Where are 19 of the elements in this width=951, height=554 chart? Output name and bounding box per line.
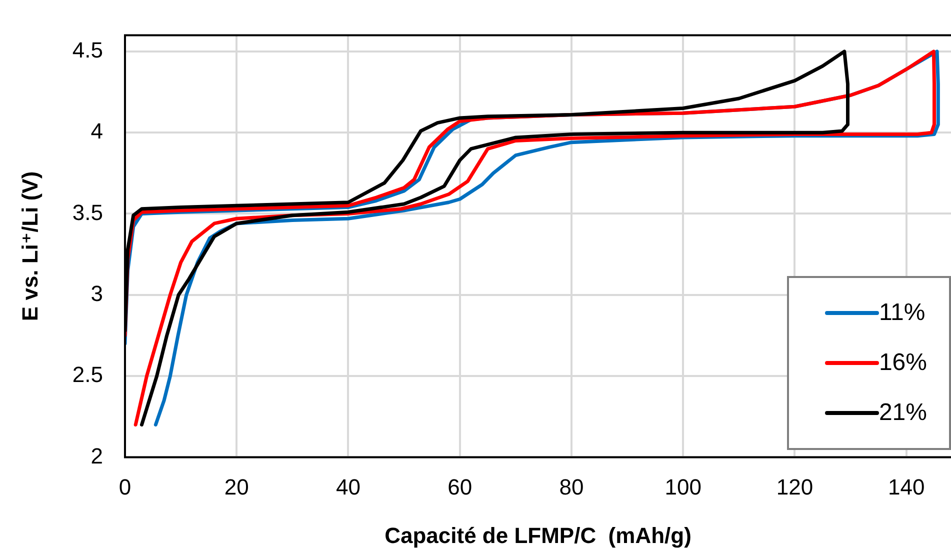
y-tick-label: 2 [90, 443, 103, 468]
x-tick-label: 0 [118, 474, 132, 500]
y-tick-label: 3 [90, 280, 103, 306]
x-tick-label: 60 [448, 474, 472, 500]
x-tick-label: 80 [559, 474, 584, 500]
x-tick-label: 120 [776, 474, 814, 500]
x-tick-label: 20 [224, 474, 249, 500]
y-tick-label: 3.5 [72, 200, 103, 225]
y-tick-label: 4 [90, 118, 103, 144]
legend-label: 21% [878, 399, 927, 427]
y-tick-label: 2.5 [72, 362, 103, 388]
x-tick-label: 140 [888, 474, 925, 500]
x-tick-label: 100 [664, 474, 702, 500]
legend-label: 11% [878, 299, 926, 327]
legend-label: 16% [878, 349, 927, 377]
y-axis-title: E vs. Li⁺/Li (V) [17, 171, 42, 322]
x-axis-title: Capacité de LFMP/C (mAh/g) [384, 522, 692, 548]
x-tick-label: 40 [336, 474, 360, 500]
y-tick-label: 4.5 [72, 37, 103, 62]
